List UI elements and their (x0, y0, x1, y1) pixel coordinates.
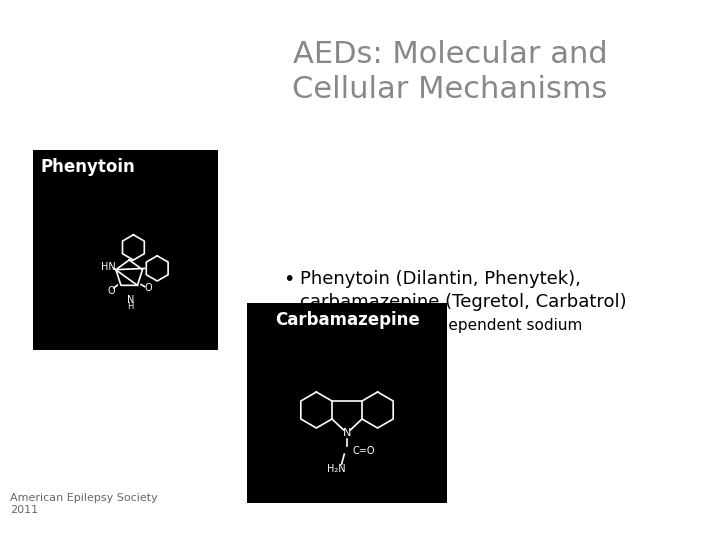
Text: •: • (283, 270, 294, 289)
Text: AEDs: Molecular and
Cellular Mechanisms: AEDs: Molecular and Cellular Mechanisms (292, 40, 608, 104)
Text: – Block voltage-dependent sodium
    channels: – Block voltage-dependent sodium channel… (317, 318, 582, 352)
Text: Phenytoin (Dilantin, Phenytek),
carbamazepine (Tegretol, Carbatrol): Phenytoin (Dilantin, Phenytek), carbamaz… (300, 270, 626, 311)
Text: American Epilepsy Society
2011: American Epilepsy Society 2011 (10, 494, 158, 515)
Text: Phenytoin: Phenytoin (41, 158, 136, 176)
Text: O: O (145, 283, 153, 293)
Text: C=O: C=O (352, 447, 375, 456)
Text: H₂N: H₂N (327, 464, 346, 475)
Text: Carbamazepine: Carbamazepine (274, 311, 419, 329)
Bar (247, 303, 447, 503)
Text: O: O (107, 286, 114, 296)
Text: N: N (127, 295, 135, 305)
Bar (33, 150, 218, 350)
Text: HN: HN (101, 262, 116, 272)
Text: N: N (343, 428, 351, 438)
Text: H: H (127, 302, 134, 311)
